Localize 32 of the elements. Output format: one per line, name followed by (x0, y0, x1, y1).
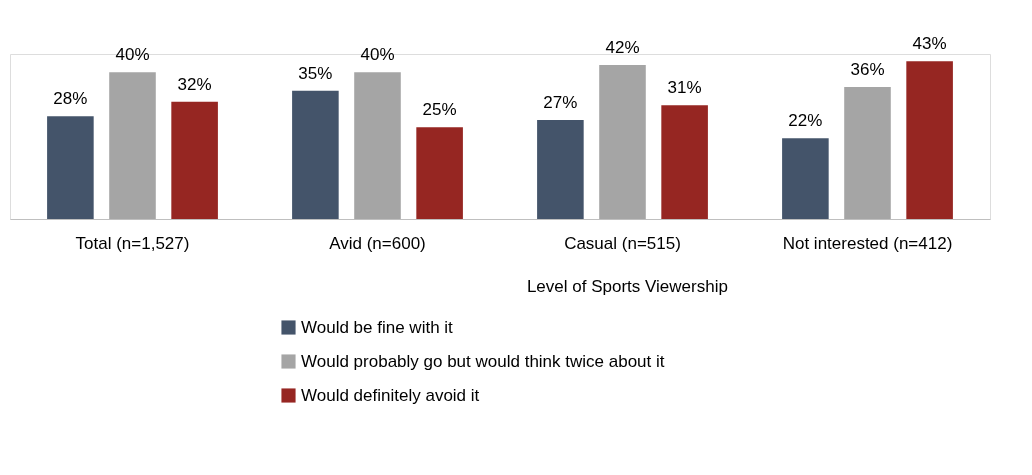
x-tick-label: Total (n=1,527) (75, 233, 190, 253)
data-label: 32% (177, 74, 212, 94)
legend-label: Would definitely avoid it (301, 385, 480, 405)
text: Level of Sports Viewership (526, 277, 728, 296)
bar (906, 61, 953, 219)
data-label: 43% (912, 34, 947, 54)
bar (661, 105, 708, 219)
bar (171, 101, 218, 219)
data-label: 40% (360, 45, 395, 65)
legend-label: Would be fine with it (301, 317, 454, 337)
data-label: 40% (115, 45, 150, 65)
bar (109, 72, 156, 219)
bar (782, 138, 829, 219)
x-tick-label: Casual (n=515) (564, 233, 681, 253)
data-label: 25% (422, 100, 457, 120)
bar (416, 127, 463, 219)
data-label: 36% (850, 60, 885, 79)
data-label: 31% (667, 78, 702, 98)
data-label: 42% (605, 38, 640, 57)
bar (599, 65, 646, 219)
legend-label: Would probably go but would think twice about it (301, 351, 665, 371)
bar (537, 120, 584, 219)
bar (47, 116, 94, 219)
x-tick-label: Not interested (n=412) (782, 233, 953, 253)
data-label: 27% (543, 93, 578, 112)
data-label: 28% (53, 89, 88, 109)
bar (292, 90, 339, 219)
data-label: 22% (788, 111, 823, 131)
x-tick-label: Avid (n=600) (329, 233, 426, 253)
bar (844, 87, 891, 219)
bar (354, 72, 401, 219)
data-label: 35% (298, 63, 333, 83)
